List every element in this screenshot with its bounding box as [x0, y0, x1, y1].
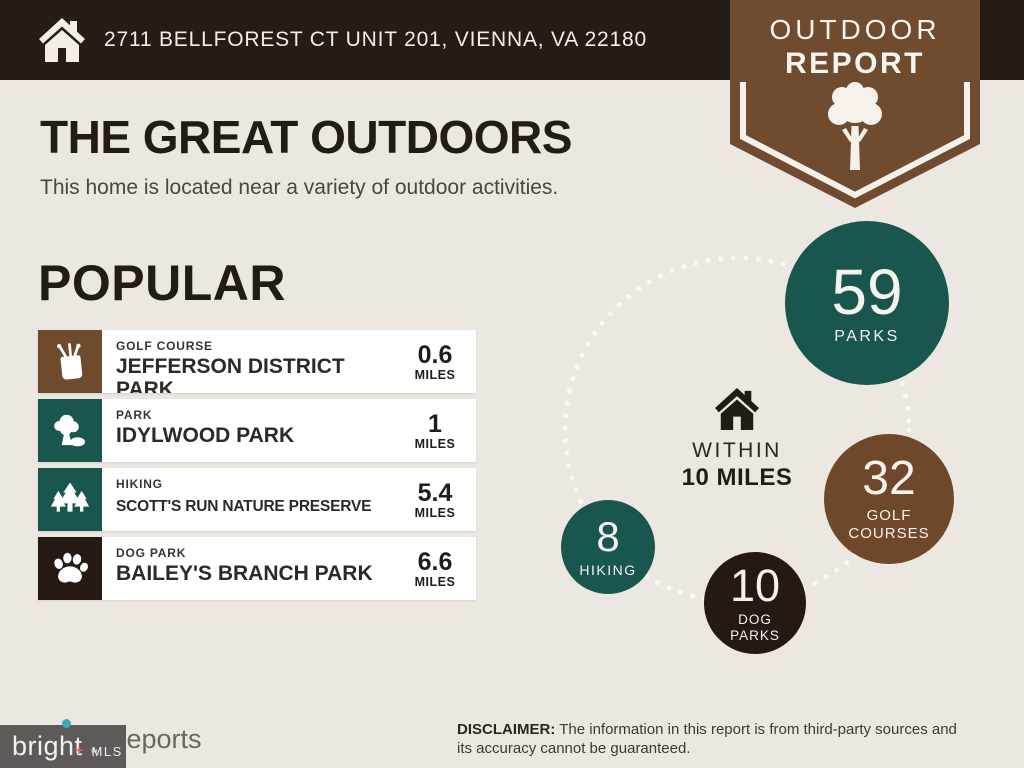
- logo-brand-word: bright: [12, 731, 83, 761]
- stat-value: 10: [729, 559, 781, 611]
- golf-bag-icon: [57, 342, 83, 379]
- stat-circle-dog-parks: 10 DOG PARKS: [704, 552, 806, 654]
- list-item-text: GOLF COURSE JEFFERSON DISTRICT PARK: [102, 330, 400, 393]
- disclaimer-label: DISCLAIMER:: [457, 721, 556, 738]
- distance-unit: MILES: [414, 574, 456, 589]
- list-item-text: DOG PARK BAILEY'S BRANCH PARK: [102, 537, 400, 600]
- stat-circle-hiking: 8 HIKING: [561, 500, 655, 594]
- golf-tile: [38, 330, 102, 393]
- radius-value: 10 MILES: [681, 464, 793, 491]
- stat-label: GOLF COURSES: [848, 507, 930, 542]
- disclaimer-text: DISCLAIMER: The information in this repo…: [457, 720, 972, 758]
- stat-circle-golf-courses: 32 GOLF COURSES: [824, 434, 954, 564]
- stat-value: 32: [862, 452, 916, 505]
- list-item-text: HIKING SCOTT'S RUN NATURE PRESERVE: [102, 468, 400, 531]
- logo-suffix-text: MLS: [91, 744, 123, 759]
- item-category: PARK: [116, 408, 153, 422]
- disclaimer-body: The information in this report is from t…: [457, 721, 957, 757]
- distance-unit: MILES: [414, 367, 456, 382]
- stat-label: DOG PARKS: [730, 611, 780, 643]
- item-distance: 0.6 MILES: [400, 330, 476, 393]
- list-item-golf-course: GOLF COURSE JEFFERSON DISTRICT PARK 0.6 …: [38, 330, 476, 393]
- item-distance: 6.6 MILES: [400, 537, 476, 600]
- outdoor-report-badge: OUTDOOR REPORT: [730, 0, 980, 212]
- park-tile: [38, 399, 102, 462]
- radius-center: WITHIN 10 MILES: [637, 388, 837, 492]
- stat-value: 59: [831, 256, 903, 328]
- stat-label: PARKS: [834, 328, 900, 345]
- item-distance: 1 MILES: [400, 399, 476, 462]
- badge-title: OUTDOOR REPORT: [730, 14, 980, 81]
- home-icon: [715, 388, 759, 430]
- distance-value: 6.6: [417, 547, 453, 576]
- badge-title-line2: REPORT: [784, 47, 925, 80]
- distance-value: 0.6: [417, 340, 453, 369]
- tree-icon: [828, 82, 882, 170]
- paw-icon: [54, 552, 88, 583]
- hiking-tile: [38, 468, 102, 531]
- bright-mls-logo: bright + ™ MLS: [0, 719, 126, 768]
- list-item-text: PARK IDYLWOOD PARK: [102, 399, 400, 462]
- within-label: WITHIN: [692, 439, 782, 462]
- item-name: JEFFERSON DISTRICT PARK: [116, 355, 345, 393]
- distance-unit: MILES: [414, 505, 456, 520]
- item-distance: 5.4 MILES: [400, 468, 476, 531]
- pine-trees-icon: [50, 482, 90, 512]
- page-subtitle: This home is located near a variety of o…: [40, 176, 559, 199]
- popular-list: GOLF COURSE JEFFERSON DISTRICT PARK 0.6 …: [38, 330, 476, 606]
- item-name: IDYLWOOD PARK: [116, 424, 295, 447]
- logo-brand-text: bright + ™: [12, 719, 98, 768]
- property-address: 2711 BELLFOREST CT UNIT 201, VIENNA, VA …: [104, 28, 647, 51]
- badge-ribbon-shape: [730, 0, 980, 208]
- distance-value: 5.4: [417, 478, 453, 507]
- badge-title-line1: OUTDOOR: [769, 14, 941, 45]
- logo-plus-icon: +: [75, 742, 84, 758]
- dog-park-tile: [38, 537, 102, 600]
- item-category: DOG PARK: [116, 546, 187, 560]
- stat-value: 8: [596, 513, 620, 560]
- page-title: THE GREAT OUTDOORS: [40, 111, 572, 163]
- item-category: GOLF COURSE: [116, 339, 213, 353]
- distance-unit: MILES: [414, 436, 456, 451]
- home-icon: [39, 18, 85, 62]
- logo-dot-icon: [62, 719, 71, 728]
- logo-trademark: ™: [90, 748, 99, 757]
- item-name: BAILEY'S BRANCH PARK: [116, 562, 373, 585]
- item-name: SCOTT'S RUN NATURE PRESERVE: [116, 498, 372, 515]
- item-category: HIKING: [116, 477, 163, 491]
- popular-heading: POPULAR: [38, 255, 286, 311]
- stat-label: HIKING: [579, 562, 637, 578]
- list-item-park: PARK IDYLWOOD PARK 1 MILES: [38, 399, 476, 462]
- list-item-dog-park: DOG PARK BAILEY'S BRANCH PARK 6.6 MILES: [38, 537, 476, 600]
- stat-circle-parks: 59 PARKS: [785, 221, 949, 385]
- list-item-hiking: HIKING SCOTT'S RUN NATURE PRESERVE 5.4 M…: [38, 468, 476, 531]
- dotted-radius-ring: [562, 255, 912, 605]
- distance-value: 1: [428, 409, 442, 438]
- park-tree-icon: [54, 414, 85, 446]
